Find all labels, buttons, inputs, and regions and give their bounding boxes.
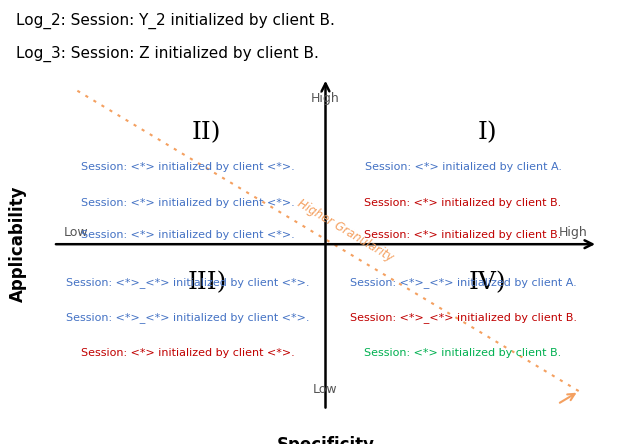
Text: Session: <*> initialized by client A.: Session: <*> initialized by client A. (365, 163, 562, 172)
Text: Low: Low (313, 383, 338, 396)
Text: High: High (311, 92, 340, 105)
Text: Session: <*> initialized by client <*>.: Session: <*> initialized by client <*>. (81, 348, 295, 358)
Text: Higher Granularity: Higher Granularity (294, 197, 396, 264)
Text: Session: <*> initialized by client B.: Session: <*> initialized by client B. (365, 198, 562, 208)
Text: Session: <*> initialized by client <*>.: Session: <*> initialized by client <*>. (81, 163, 295, 172)
Text: I): I) (477, 121, 497, 144)
Text: II): II) (192, 121, 221, 144)
Text: Session: <*>_<*> initialized by client B.: Session: <*>_<*> initialized by client B… (350, 312, 577, 323)
Text: Specificity: Specificity (277, 436, 374, 444)
Text: Session: <*> initialized by client B.: Session: <*> initialized by client B. (365, 230, 562, 240)
Text: Low: Low (64, 226, 89, 239)
Text: Log_2: Session: Y_2 initialized by client B.: Log_2: Session: Y_2 initialized by clien… (16, 13, 334, 29)
Text: IV): IV) (469, 271, 506, 294)
Text: III): III) (187, 271, 226, 294)
Text: Log_3: Session: Z initialized by client B.: Log_3: Session: Z initialized by client … (16, 46, 319, 63)
Text: Session: <*> initialized by client B.: Session: <*> initialized by client B. (365, 348, 562, 358)
Text: Session: <*>_<*> initialized by client <*>.: Session: <*>_<*> initialized by client <… (66, 312, 310, 323)
Text: Session: <*> initialized by client <*>.: Session: <*> initialized by client <*>. (81, 198, 295, 208)
Text: Applicability: Applicability (9, 186, 27, 302)
Text: High: High (559, 226, 587, 239)
Text: Session: <*>_<*> initialized by client <*>.: Session: <*>_<*> initialized by client <… (66, 277, 310, 288)
Text: Session: <*> initialized by client <*>.: Session: <*> initialized by client <*>. (81, 230, 295, 240)
Text: Session: <*>_<*> initialized by client A.: Session: <*>_<*> initialized by client A… (350, 277, 577, 288)
